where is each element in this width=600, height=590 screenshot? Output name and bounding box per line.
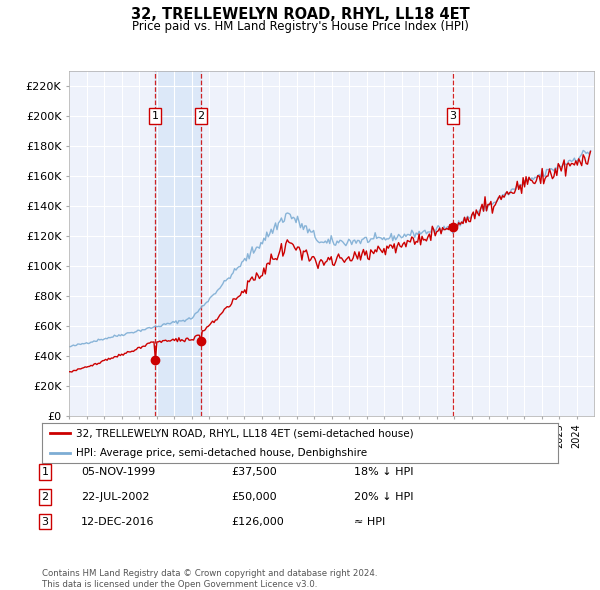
Text: Price paid vs. HM Land Registry's House Price Index (HPI): Price paid vs. HM Land Registry's House … — [131, 20, 469, 33]
Text: 2: 2 — [197, 111, 205, 121]
Text: 32, TRELLEWELYN ROAD, RHYL, LL18 4ET: 32, TRELLEWELYN ROAD, RHYL, LL18 4ET — [131, 7, 469, 22]
Text: HPI: Average price, semi-detached house, Denbighshire: HPI: Average price, semi-detached house,… — [76, 448, 367, 458]
Text: 18% ↓ HPI: 18% ↓ HPI — [354, 467, 413, 477]
Text: 3: 3 — [41, 517, 49, 526]
Text: 12-DEC-2016: 12-DEC-2016 — [81, 517, 155, 526]
Text: 1: 1 — [41, 467, 49, 477]
Text: £126,000: £126,000 — [231, 517, 284, 526]
Text: £50,000: £50,000 — [231, 492, 277, 502]
Text: 20% ↓ HPI: 20% ↓ HPI — [354, 492, 413, 502]
Text: 3: 3 — [449, 111, 457, 121]
Text: 32, TRELLEWELYN ROAD, RHYL, LL18 4ET (semi-detached house): 32, TRELLEWELYN ROAD, RHYL, LL18 4ET (se… — [76, 428, 413, 438]
Text: £37,500: £37,500 — [231, 467, 277, 477]
Text: 05-NOV-1999: 05-NOV-1999 — [81, 467, 155, 477]
Text: 2: 2 — [41, 492, 49, 502]
Text: ≈ HPI: ≈ HPI — [354, 517, 385, 526]
Text: Contains HM Land Registry data © Crown copyright and database right 2024.
This d: Contains HM Land Registry data © Crown c… — [42, 569, 377, 589]
Text: 1: 1 — [152, 111, 158, 121]
Text: 22-JUL-2002: 22-JUL-2002 — [81, 492, 149, 502]
Bar — [155, 71, 201, 416]
